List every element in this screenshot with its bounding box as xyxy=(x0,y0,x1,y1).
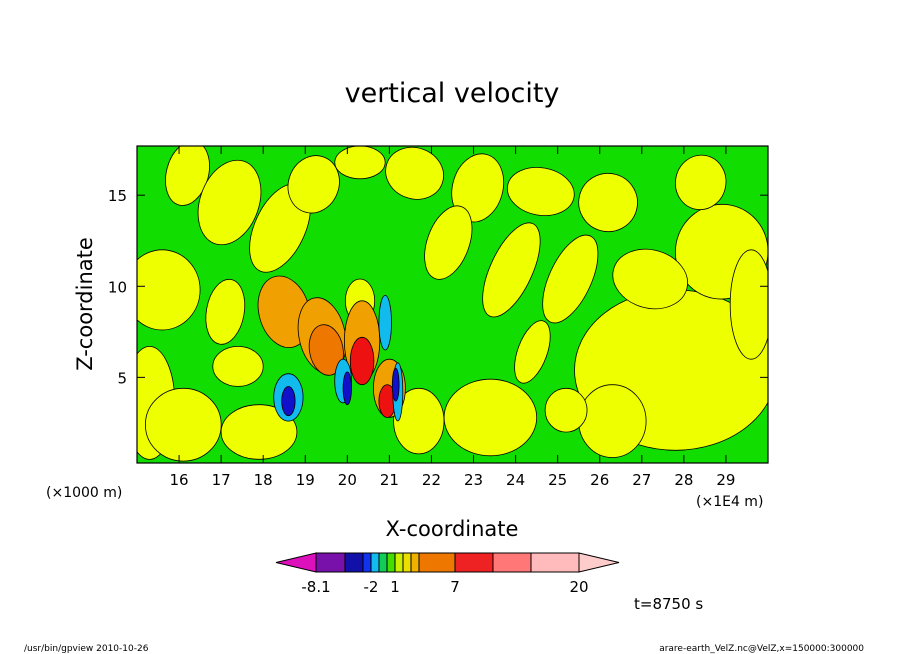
field-patch-weak-up xyxy=(220,404,298,460)
colorbar-segment xyxy=(370,552,380,573)
chart-title: vertical velocity xyxy=(345,78,560,109)
x-axis-label: X-coordinate xyxy=(386,517,519,541)
x-tick-label: 21 xyxy=(380,471,399,489)
field-patch-weak-up xyxy=(542,234,599,324)
field-patch-weak-up xyxy=(729,249,768,360)
y-unit-label: (×1000 m) xyxy=(46,485,122,501)
field-patch-weak-up xyxy=(578,172,638,233)
colorbar-segment xyxy=(402,552,412,573)
x-tick-label: 20 xyxy=(338,471,357,489)
field-patch-weak-up xyxy=(578,384,647,458)
x-tick-label: 28 xyxy=(674,471,693,489)
field-patch-weak-up xyxy=(334,146,386,180)
colorbar-segment xyxy=(344,552,364,573)
field-patch-weak-up xyxy=(212,345,264,387)
field-patch-weak-up xyxy=(443,378,538,457)
plot-area: 16 17 18 19 20 21 22 23 24 25 26 27 28 29 5 10 15 xyxy=(108,145,769,489)
x-unit-label: (×1E4 m) xyxy=(696,494,763,510)
colorbar-label: -2 xyxy=(364,578,379,596)
x-tick-label: 29 xyxy=(716,471,735,489)
field-patch-weak-up xyxy=(482,222,541,318)
field-patch-moderate-up xyxy=(308,324,344,376)
x-tick-label: 23 xyxy=(464,471,483,489)
x-tick-label: 25 xyxy=(548,471,567,489)
field-patch-weak-up xyxy=(144,387,222,462)
colorbar: -8.1 -2 1 7 20 xyxy=(275,552,620,596)
x-tick-label: 19 xyxy=(296,471,315,489)
field-patch-weak-up xyxy=(612,248,688,310)
colorbar-segment xyxy=(386,552,396,573)
x-tick-label: 16 xyxy=(170,471,189,489)
field-patch-weak-up xyxy=(385,146,444,200)
field-patch-strong-down xyxy=(342,371,352,406)
colorbar-arrow-left xyxy=(275,552,317,573)
field-patch-weak-up xyxy=(514,320,551,384)
field-patch-weak-up xyxy=(544,387,588,433)
field-patch-strong-down xyxy=(281,386,296,417)
field-patch-weak-up xyxy=(424,205,473,280)
colorbar-label: 20 xyxy=(569,578,588,596)
colorbar-segment xyxy=(394,552,404,573)
footer-left: /usr/bin/gpview 2010-10-26 xyxy=(24,644,149,654)
field-patch-strong-up xyxy=(349,336,375,386)
colorbar-arrow-right xyxy=(578,552,620,573)
colorbar-label: 7 xyxy=(450,578,460,596)
x-tick-label: 17 xyxy=(212,471,231,489)
field-patch-down xyxy=(378,295,392,351)
colorbar-segment xyxy=(362,552,372,573)
x-tick-label: 26 xyxy=(590,471,609,489)
x-tick-label: 24 xyxy=(506,471,525,489)
x-tick-label: 27 xyxy=(632,471,651,489)
field-patch-weak-up xyxy=(165,146,210,206)
colorbar-segment xyxy=(378,552,388,573)
field-patch-strong-down xyxy=(391,367,400,402)
field-patch-weak-up xyxy=(205,278,246,345)
colorbar-segment xyxy=(492,552,532,573)
footer-right: arare-earth_VelZ.nc@VelZ,x=150000:300000 xyxy=(659,644,864,654)
field-patch-weak-up xyxy=(197,159,262,246)
time-label: t=8750 s xyxy=(634,595,703,613)
colorbar-segment xyxy=(410,552,420,573)
field-patch-weak-up xyxy=(137,249,201,331)
y-tick-label: 5 xyxy=(117,369,127,387)
colorbar-segment xyxy=(315,552,346,573)
colorbar-segment xyxy=(454,552,494,573)
colorbar-label: -8.1 xyxy=(301,578,330,596)
y-tick-label: 15 xyxy=(108,187,127,205)
colorbar-segment xyxy=(418,552,456,573)
y-axis-label: Z-coordinate xyxy=(73,237,97,371)
field-patch-weak-up xyxy=(287,155,340,214)
plot-frame xyxy=(136,145,769,464)
colorbar-label: 1 xyxy=(390,578,400,596)
x-tick-label: 22 xyxy=(422,471,441,489)
colorbar-segment xyxy=(530,552,580,573)
field-patch-weak-up xyxy=(675,154,727,211)
x-tick-label: 18 xyxy=(254,471,273,489)
field-patch-weak-up xyxy=(506,167,575,216)
y-tick-label: 10 xyxy=(108,278,127,296)
